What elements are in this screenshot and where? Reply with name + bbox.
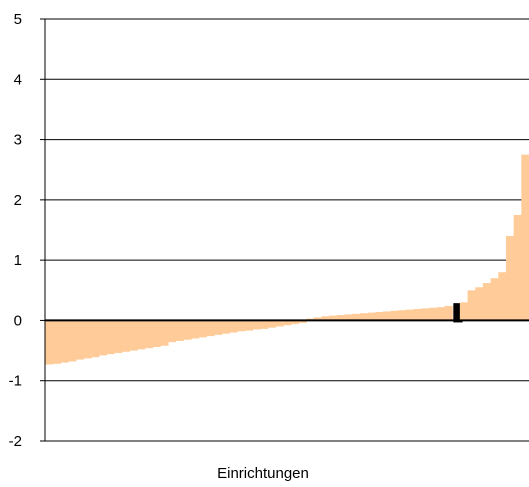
y-tick-label: -1 bbox=[9, 373, 22, 390]
bar bbox=[214, 320, 223, 335]
bar bbox=[252, 320, 261, 330]
bar bbox=[160, 320, 169, 346]
bar bbox=[459, 302, 469, 321]
bar bbox=[244, 320, 254, 331]
bar bbox=[175, 320, 184, 341]
y-tick-label: -2 bbox=[9, 433, 22, 450]
bar bbox=[344, 314, 353, 321]
bar bbox=[413, 308, 423, 321]
bar bbox=[467, 290, 476, 321]
bar bbox=[421, 308, 430, 321]
bar bbox=[275, 320, 284, 327]
bar bbox=[198, 320, 207, 338]
bar bbox=[313, 317, 323, 321]
y-tick-label: 0 bbox=[14, 312, 22, 329]
bar-highlighted bbox=[453, 303, 463, 323]
bar bbox=[375, 311, 384, 321]
y-tick-label: 1 bbox=[14, 252, 22, 269]
bar bbox=[398, 310, 407, 321]
bar bbox=[321, 316, 330, 321]
x-axis-title: Einrichtungen bbox=[217, 465, 309, 482]
axes bbox=[44, 19, 529, 441]
bar bbox=[114, 320, 123, 353]
bars bbox=[45, 154, 529, 365]
bar bbox=[83, 320, 92, 359]
bar bbox=[367, 312, 376, 321]
bar bbox=[75, 320, 85, 360]
bar bbox=[490, 278, 499, 321]
bar bbox=[513, 214, 522, 321]
bar bbox=[336, 315, 346, 321]
bar bbox=[352, 313, 361, 321]
bar bbox=[521, 154, 529, 321]
bar bbox=[260, 320, 269, 329]
y-tick-label: 4 bbox=[14, 71, 22, 88]
bar bbox=[505, 236, 515, 321]
y-tick-label: 2 bbox=[14, 192, 22, 209]
bar bbox=[444, 305, 453, 321]
bar bbox=[283, 320, 292, 326]
bar bbox=[106, 320, 115, 355]
bar bbox=[152, 320, 161, 347]
bar bbox=[267, 320, 277, 328]
bar bbox=[52, 320, 61, 364]
gridlines bbox=[45, 18, 529, 442]
bar bbox=[121, 320, 131, 352]
bar bbox=[137, 320, 146, 350]
bar bbox=[206, 320, 215, 337]
bar bbox=[68, 320, 77, 362]
bar bbox=[329, 315, 338, 321]
bar bbox=[498, 272, 507, 321]
bar bbox=[436, 307, 446, 321]
bar bbox=[298, 320, 307, 323]
bar bbox=[390, 310, 399, 321]
bar bbox=[45, 320, 54, 365]
bar bbox=[429, 307, 438, 321]
y-tick-labels: 5 4 3 2 1 0 -1 -2 bbox=[9, 11, 45, 450]
bar bbox=[237, 320, 246, 332]
bar bbox=[129, 320, 138, 351]
bar bbox=[482, 283, 492, 321]
bar bbox=[60, 320, 69, 363]
y-tick-label: 5 bbox=[14, 11, 22, 28]
bar bbox=[91, 320, 100, 358]
bar bbox=[229, 320, 238, 333]
bar bbox=[144, 320, 154, 349]
bar bbox=[406, 309, 415, 321]
bar bbox=[190, 320, 200, 339]
bar bbox=[221, 320, 230, 334]
bar bbox=[167, 320, 177, 343]
bar bbox=[290, 320, 300, 325]
bar bbox=[98, 320, 108, 356]
bar bbox=[359, 313, 369, 321]
y-tick-label: 3 bbox=[14, 132, 22, 149]
bar bbox=[383, 311, 392, 321]
bar bbox=[183, 320, 192, 340]
bar bbox=[475, 287, 484, 321]
